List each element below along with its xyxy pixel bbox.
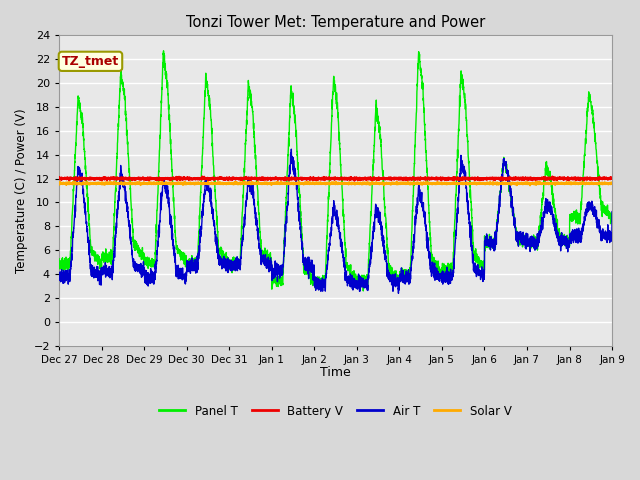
X-axis label: Time: Time	[320, 366, 351, 379]
Title: Tonzi Tower Met: Temperature and Power: Tonzi Tower Met: Temperature and Power	[186, 15, 485, 30]
Text: TZ_tmet: TZ_tmet	[62, 55, 119, 68]
Y-axis label: Temperature (C) / Power (V): Temperature (C) / Power (V)	[15, 108, 28, 273]
Legend: Panel T, Battery V, Air T, Solar V: Panel T, Battery V, Air T, Solar V	[155, 400, 516, 422]
